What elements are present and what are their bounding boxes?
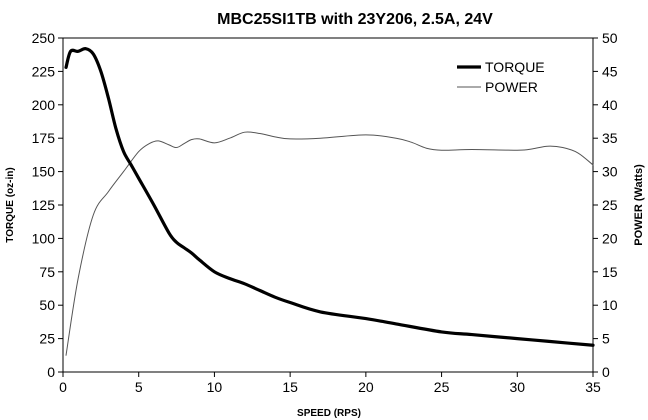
- y-axis-label: TORQUE (oz-in): [5, 167, 16, 242]
- y2-axis-label: POWER (Watts): [633, 164, 645, 246]
- x-tick-label: 5: [135, 379, 143, 395]
- power-line: [65, 131, 594, 356]
- legend: TORQUE POWER: [457, 59, 545, 95]
- y2-tick-label: 10: [602, 297, 618, 313]
- series-layer: [64, 47, 595, 356]
- x-tick-label: 35: [585, 379, 601, 395]
- y2-tick-label: 0: [602, 364, 610, 380]
- y2-tick-label: 45: [602, 63, 618, 79]
- y-tick-label: 75: [39, 264, 55, 280]
- plot-area: [62, 37, 594, 373]
- y2-tick-label: 35: [602, 130, 618, 146]
- y-tick-label: 150: [32, 164, 56, 180]
- y-tick-label: 225: [32, 63, 56, 79]
- x-axis: 0 5 10 15 20 25 30 35: [59, 372, 601, 395]
- x-tick-label: 20: [358, 379, 374, 395]
- y2-tick-label: 20: [602, 230, 618, 246]
- x-tick-label: 0: [59, 379, 67, 395]
- y-tick-label: 175: [32, 130, 56, 146]
- torque-line: [64, 47, 595, 347]
- y2-tick-label: 50: [602, 30, 618, 46]
- x-axis-label: SPEED (RPS): [297, 408, 361, 419]
- y-tick-label: 200: [32, 97, 56, 113]
- y-tick-label: 0: [47, 364, 55, 380]
- y-tick-label: 25: [39, 331, 55, 347]
- y-tick-label: 250: [32, 30, 56, 46]
- y2-tick-label: 40: [602, 97, 618, 113]
- y-tick-label: 50: [39, 297, 55, 313]
- x-tick-label: 25: [434, 379, 450, 395]
- torque-legend-label: TORQUE: [485, 59, 545, 75]
- y2-tick-label: 25: [602, 197, 618, 213]
- power-legend-label: POWER: [485, 79, 538, 95]
- right-axis: 0 5 10 15 20 25 30 35 40 45 50: [593, 30, 618, 380]
- y2-tick-label: 30: [602, 164, 618, 180]
- chart-title: MBC25SI1TB with 23Y206, 2.5A, 24V: [217, 11, 493, 28]
- x-tick-label: 15: [282, 379, 298, 395]
- y-tick-label: 100: [32, 230, 56, 246]
- y2-tick-label: 5: [602, 331, 610, 347]
- x-tick-label: 30: [509, 379, 525, 395]
- left-axis: 0 25 50 75 100 125 150 175 200 225 250: [32, 30, 63, 380]
- y-tick-label: 125: [32, 197, 56, 213]
- y2-tick-label: 15: [602, 264, 618, 280]
- x-tick-label: 10: [207, 379, 223, 395]
